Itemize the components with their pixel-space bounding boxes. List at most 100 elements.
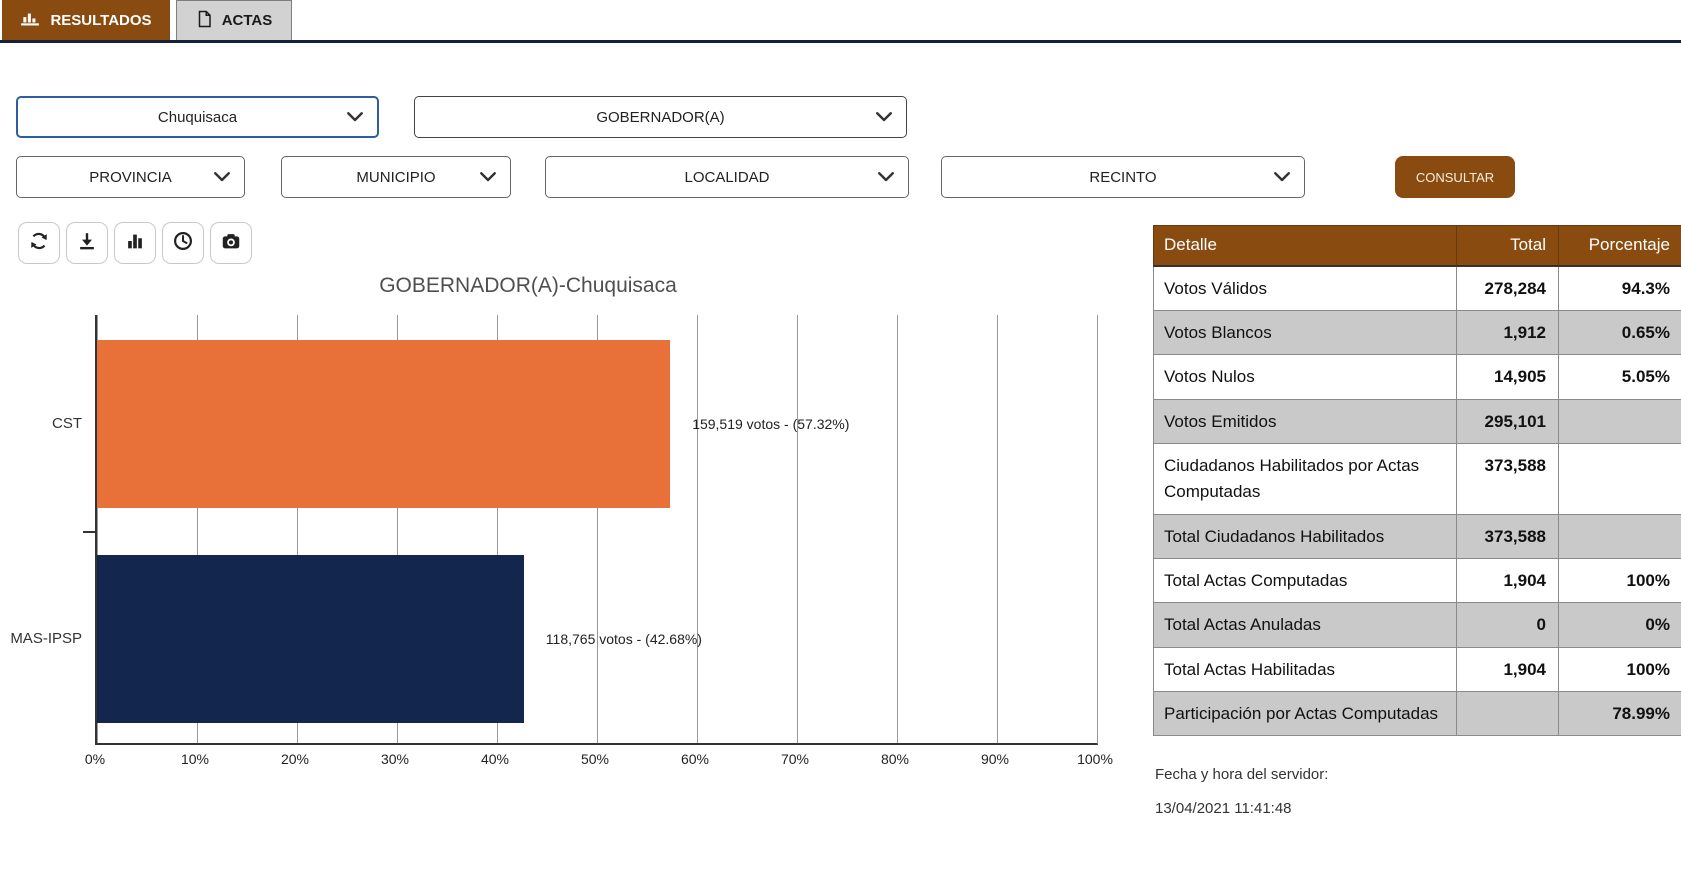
cell-detalle: Votos Emitidos	[1153, 398, 1457, 444]
refresh-button[interactable]	[18, 222, 60, 264]
cell-porcentaje: 100%	[1558, 557, 1681, 604]
cell-total	[1456, 690, 1559, 737]
table-row: Total Actas Computadas 1,904 100%	[1153, 557, 1681, 604]
cell-total: 278,284	[1456, 265, 1559, 311]
chart-bars-icon	[124, 230, 146, 257]
download-button[interactable]	[66, 222, 108, 264]
table-row: Votos Nulos 14,905 5.05%	[1153, 354, 1681, 400]
cell-porcentaje: 0%	[1558, 602, 1681, 648]
tab-label: RESULTADOS	[50, 11, 152, 29]
localidad-select[interactable]: LOCALIDAD	[545, 156, 909, 198]
cell-porcentaje	[1558, 442, 1681, 515]
x-tick-label: 50%	[580, 751, 610, 767]
department-select[interactable]: Chuquisaca	[16, 96, 379, 138]
chevron-down-icon	[479, 171, 497, 183]
cell-porcentaje: 0.65%	[1558, 309, 1681, 356]
x-tick-label: 30%	[380, 751, 410, 767]
cell-detalle: Total Actas Anuladas	[1153, 602, 1457, 648]
cell-total: 373,588	[1456, 442, 1559, 515]
cell-detalle: Votos Nulos	[1153, 354, 1457, 400]
x-tick-label: 10%	[180, 751, 210, 767]
cell-detalle: Ciudadanos Habilitados por Actas Computa…	[1153, 442, 1457, 515]
provincia-select-value: PROVINCIA	[89, 168, 172, 186]
provincia-select[interactable]: PROVINCIA	[16, 156, 245, 198]
cell-detalle: Total Actas Habilitadas	[1153, 646, 1457, 692]
tab-resultados[interactable]: RESULTADOS	[2, 0, 170, 40]
table-row: Participación por Actas Computadas 78.99…	[1153, 690, 1681, 737]
y-axis-label-mas-ipsp: MAS-IPSP	[10, 630, 82, 647]
office-select-value: GOBERNADOR(A)	[596, 108, 725, 126]
cell-total: 14,905	[1456, 354, 1559, 400]
chart-title: GOBERNADOR(A)-Chuquisaca	[379, 274, 677, 297]
table-row: Total Ciudadanos Habilitados 373,588	[1153, 513, 1681, 559]
table-row: Votos Blancos 1,912 0.65%	[1153, 309, 1681, 356]
cell-total: 295,101	[1456, 398, 1559, 444]
x-tick-label: 100%	[1077, 751, 1113, 767]
table-row: Total Actas Anuladas 0 0%	[1153, 602, 1681, 648]
cell-total: 0	[1456, 602, 1559, 648]
refresh-icon	[28, 230, 50, 257]
cell-detalle: Participación por Actas Computadas	[1153, 690, 1457, 737]
cell-total: 1,904	[1456, 646, 1559, 692]
x-tick-label: 0%	[84, 751, 106, 767]
bar-mas-ipsp	[97, 555, 524, 723]
y-axis-tick	[83, 531, 95, 533]
tab-actas[interactable]: ACTAS	[176, 0, 292, 40]
x-tick-label: 60%	[680, 751, 710, 767]
document-icon	[196, 10, 212, 32]
consultar-button[interactable]: CONSULTAR	[1395, 156, 1515, 198]
x-tick-label: 70%	[780, 751, 810, 767]
chevron-down-icon	[875, 111, 893, 123]
bar-chart-plot-area: 159,519 votos - (57.32%) 118,765 votos -…	[95, 315, 1098, 745]
tab-bar: RESULTADOS ACTAS	[0, 0, 1681, 43]
camera-icon	[220, 230, 242, 257]
cell-porcentaje: 94.3%	[1558, 265, 1681, 311]
cell-porcentaje	[1558, 398, 1681, 444]
download-icon	[76, 230, 98, 257]
clock-icon	[172, 230, 194, 257]
recinto-select-value: RECINTO	[1089, 168, 1157, 186]
office-select[interactable]: GOBERNADOR(A)	[414, 96, 907, 138]
chevron-down-icon	[346, 111, 364, 123]
screenshot-button[interactable]	[210, 222, 252, 264]
table-row: Votos Válidos 278,284 94.3%	[1153, 265, 1681, 311]
localidad-select-value: LOCALIDAD	[684, 168, 770, 186]
bar-cst	[97, 340, 671, 508]
header-total: Total	[1456, 225, 1559, 267]
cell-total: 373,588	[1456, 513, 1559, 559]
cell-porcentaje: 5.05%	[1558, 354, 1681, 400]
x-tick-label: 80%	[880, 751, 910, 767]
chevron-down-icon	[877, 171, 895, 183]
header-detalle: Detalle	[1153, 225, 1457, 267]
table-row: Votos Emitidos 295,101	[1153, 398, 1681, 444]
history-button[interactable]	[162, 222, 204, 264]
cell-porcentaje	[1558, 513, 1681, 559]
y-axis-label-cst: CST	[52, 415, 82, 432]
tab-label: ACTAS	[221, 12, 273, 29]
cell-detalle: Votos Válidos	[1153, 265, 1457, 311]
table-row: Ciudadanos Habilitados por Actas Computa…	[1153, 442, 1681, 515]
server-time-label: Fecha y hora del servidor:	[1155, 766, 1329, 783]
bar-value-label-cst: 159,519 votos - (57.32%)	[692, 416, 850, 432]
results-table: Detalle Total Porcentaje Votos Válidos 2…	[1153, 225, 1681, 737]
cell-total: 1,904	[1456, 557, 1559, 604]
municipio-select[interactable]: MUNICIPIO	[281, 156, 511, 198]
table-header-row: Detalle Total Porcentaje	[1153, 225, 1681, 267]
x-tick-label: 40%	[480, 751, 510, 767]
x-tick-label: 20%	[280, 751, 310, 767]
recinto-select[interactable]: RECINTO	[941, 156, 1305, 198]
cell-total: 1,912	[1456, 309, 1559, 356]
cell-detalle: Votos Blancos	[1153, 309, 1457, 356]
municipio-select-value: MUNICIPIO	[356, 168, 436, 186]
chevron-down-icon	[213, 171, 231, 183]
chevron-down-icon	[1273, 171, 1291, 183]
chart-type-button[interactable]	[114, 222, 156, 264]
table-row: Total Actas Habilitadas 1,904 100%	[1153, 646, 1681, 692]
cell-detalle: Total Ciudadanos Habilitados	[1153, 513, 1457, 559]
x-tick-label: 90%	[980, 751, 1010, 767]
department-select-value: Chuquisaca	[157, 108, 238, 126]
cell-porcentaje: 78.99%	[1558, 690, 1681, 737]
cell-detalle: Total Actas Computadas	[1153, 557, 1457, 604]
server-time-value: 13/04/2021 11:41:48	[1155, 800, 1292, 817]
